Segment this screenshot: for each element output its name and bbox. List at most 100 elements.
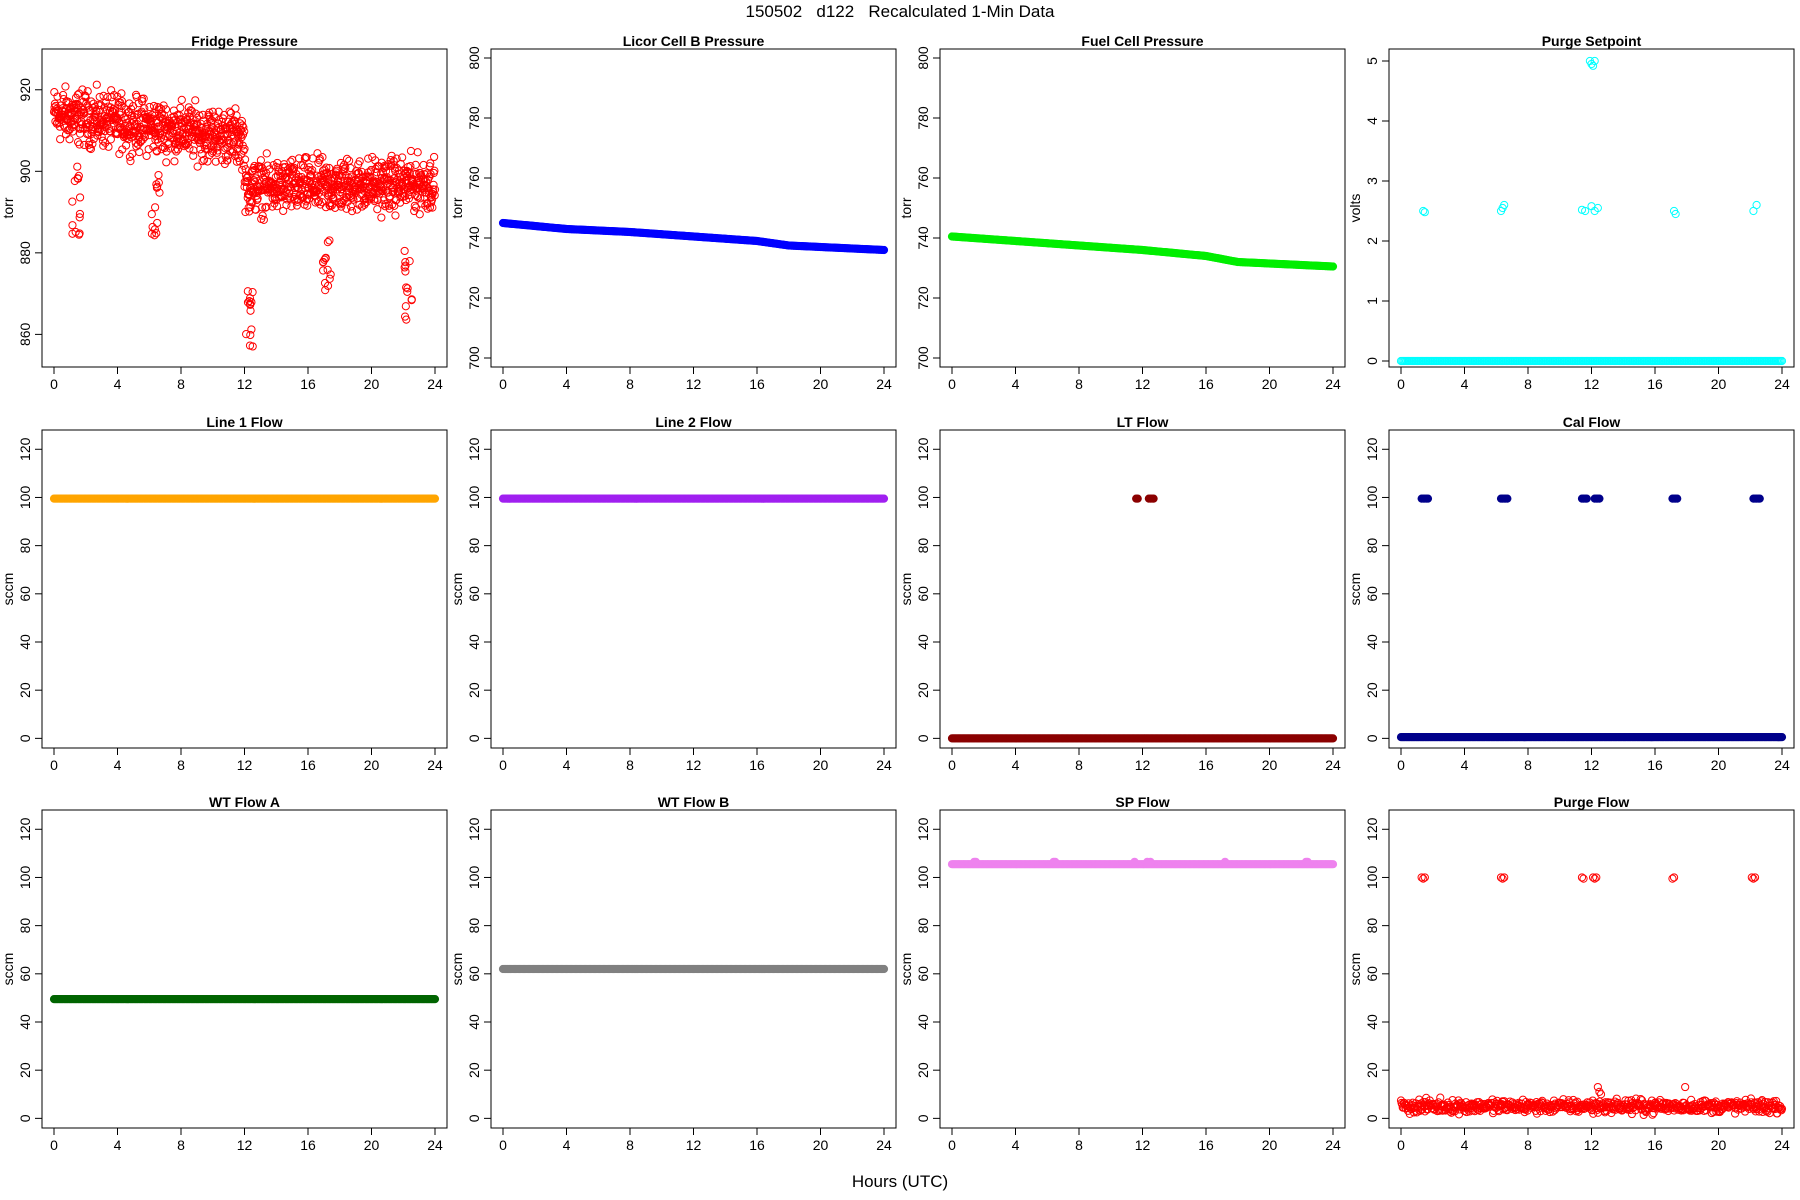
y-tick-label: 0	[466, 734, 482, 742]
data-point	[206, 114, 215, 123]
data-point	[288, 155, 297, 164]
panel-title: Purge Flow	[1554, 794, 1630, 810]
data-points	[49, 494, 440, 503]
x-tick-label: 20	[364, 757, 380, 773]
y-tick-label: 20	[915, 1062, 931, 1078]
data-point	[1588, 61, 1598, 70]
data-point	[287, 202, 296, 211]
data-point	[401, 258, 410, 267]
data-point	[142, 151, 151, 161]
x-tick-label: 0	[499, 376, 507, 392]
x-tick-label: 4	[1012, 1137, 1020, 1153]
data-point	[116, 98, 125, 107]
x-tick-label: 4	[563, 1137, 571, 1153]
y-tick-label: 100	[466, 486, 482, 510]
data-point	[341, 163, 350, 172]
data-point	[232, 157, 241, 166]
x-tick-label: 4	[1012, 757, 1020, 773]
data-point	[223, 156, 232, 165]
y-tick-label: 120	[1364, 437, 1380, 461]
data-point	[214, 115, 224, 124]
data-point	[364, 154, 373, 163]
data-point	[382, 162, 391, 171]
data-point	[107, 93, 116, 102]
data-point	[126, 157, 135, 166]
data-point	[372, 168, 381, 177]
data-point	[157, 109, 166, 118]
x-tick-label: 24	[1774, 1137, 1790, 1153]
x-tick-label: 8	[1524, 376, 1532, 392]
data-point	[1423, 494, 1433, 503]
y-tick-label: 740	[466, 226, 482, 250]
x-tick-label: 16	[300, 757, 316, 773]
x-tick-label: 0	[499, 757, 507, 773]
data-point	[256, 156, 266, 165]
x-tick-label: 8	[626, 376, 634, 392]
data-points	[947, 232, 1338, 271]
y-axis-label: sccm	[898, 573, 914, 606]
data-point	[323, 265, 332, 274]
y-tick-label: 120	[466, 817, 482, 841]
x-tick-label: 0	[50, 757, 58, 773]
data-point	[288, 164, 297, 173]
data-point	[377, 213, 386, 222]
data-point	[75, 213, 84, 222]
data-point	[407, 296, 416, 305]
data-point	[139, 94, 148, 103]
data-point	[291, 184, 300, 193]
x-tick-label: 24	[1774, 757, 1790, 773]
y-tick-label: 80	[915, 538, 931, 554]
data-point	[429, 180, 438, 190]
data-point	[61, 82, 70, 91]
x-tick-label: 12	[237, 1137, 253, 1153]
x-tick-label: 20	[1711, 376, 1727, 392]
data-point	[430, 494, 440, 503]
data-point	[75, 209, 85, 219]
y-tick-label: 80	[915, 918, 931, 934]
data-point	[242, 330, 251, 339]
y-tick-label: 20	[915, 682, 931, 698]
data-point	[246, 330, 255, 340]
data-point	[392, 154, 401, 163]
plot-frame	[1388, 809, 1795, 1129]
data-point	[971, 857, 980, 866]
data-point	[308, 165, 317, 175]
data-point	[430, 185, 440, 194]
data-point	[211, 157, 220, 166]
data-point	[92, 80, 101, 89]
y-axis-label: sccm	[449, 573, 465, 606]
data-point	[411, 203, 421, 212]
data-point	[203, 132, 212, 142]
data-point	[321, 253, 330, 262]
data-point	[242, 177, 251, 187]
x-tick-label: 8	[626, 757, 634, 773]
y-tick-label: 40	[466, 1014, 482, 1030]
data-point	[189, 146, 198, 155]
x-tick-label: 16	[300, 376, 316, 392]
x-tick-label: 20	[364, 1137, 380, 1153]
data-points	[498, 218, 889, 255]
data-point	[262, 202, 271, 211]
data-point	[879, 964, 889, 974]
y-tick-label: 60	[17, 586, 33, 602]
x-tick-label: 20	[813, 376, 829, 392]
data-point	[171, 123, 180, 132]
data-point	[170, 157, 179, 166]
data-point	[1149, 494, 1158, 503]
panel-title: LT Flow	[1117, 414, 1169, 430]
y-tick-label: 60	[915, 966, 931, 982]
panel-title: Fridge Pressure	[191, 33, 298, 49]
data-point	[402, 315, 411, 324]
data-point	[387, 151, 396, 160]
data-point	[306, 170, 316, 180]
data-point	[364, 190, 373, 199]
data-point	[231, 104, 240, 113]
plot-frame	[41, 809, 448, 1129]
y-axis-label: torr	[449, 197, 465, 218]
data-point	[161, 105, 171, 114]
